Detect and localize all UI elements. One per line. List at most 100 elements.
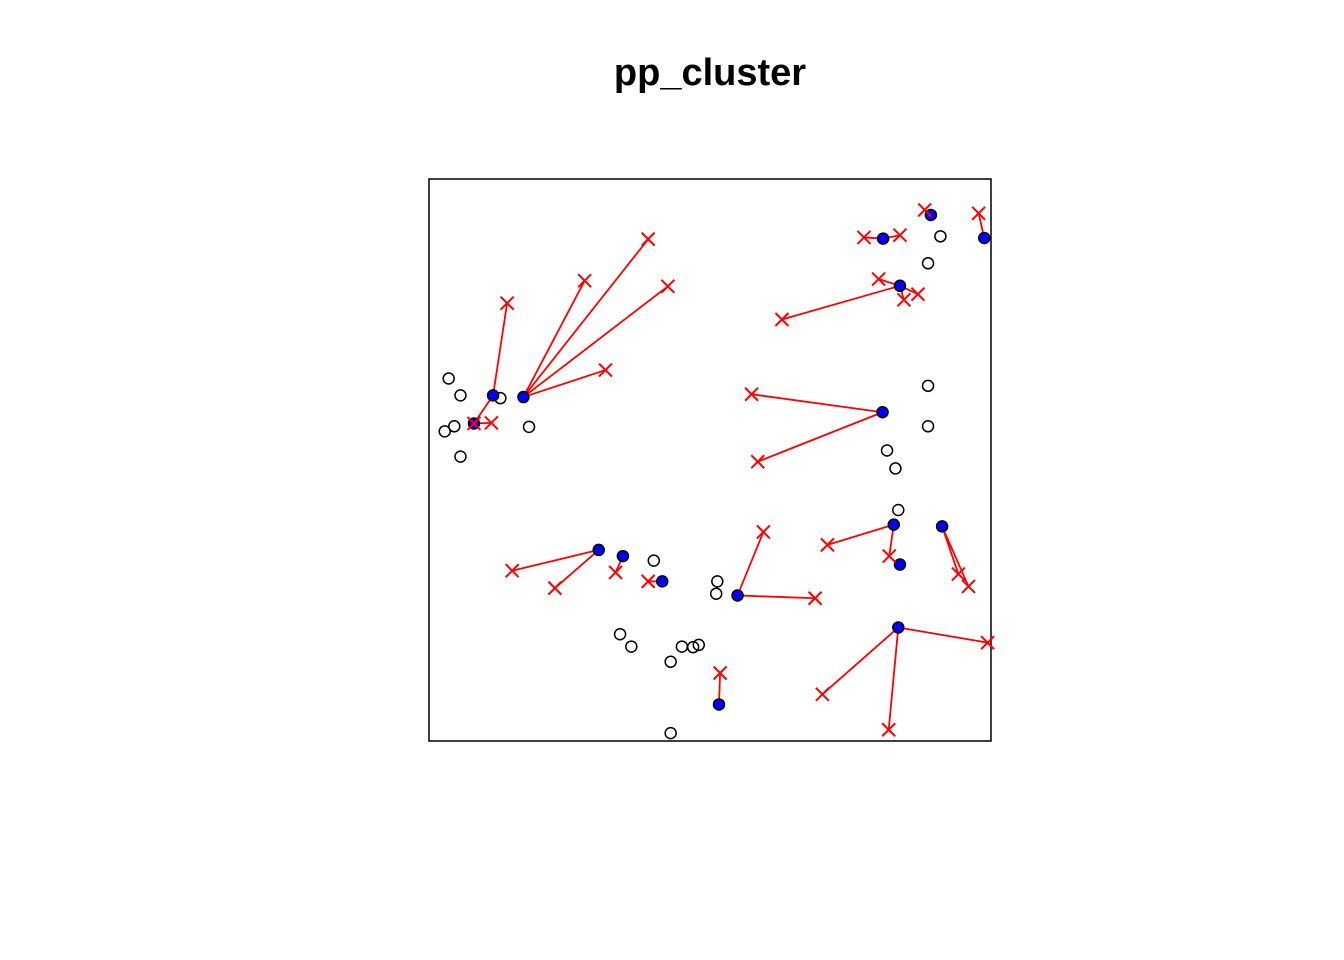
offspring-link: [898, 626, 988, 644]
offspring-mark: [499, 295, 515, 311]
offspring-point: [910, 287, 926, 302]
offspring-link: [751, 393, 883, 414]
offspring-point: [712, 665, 728, 681]
offspring-point: [750, 454, 765, 469]
offspring-link: [736, 531, 765, 596]
offspring-mark: [892, 227, 908, 243]
offspring-point: [484, 415, 499, 431]
parent-point: [978, 231, 991, 245]
background-point: [711, 575, 724, 588]
offspring-mark: [774, 312, 790, 327]
offspring-point: [896, 292, 912, 308]
offspring-mark: [756, 524, 771, 540]
parent-points: [467, 208, 991, 711]
offspring-point: [815, 687, 830, 702]
parent-point: [876, 405, 889, 419]
offspring-link: [941, 525, 970, 587]
background-point: [921, 257, 935, 270]
background-point: [709, 587, 723, 601]
offspring-mark: [980, 635, 995, 650]
offspring-point: [892, 227, 908, 243]
offspring-mark: [917, 202, 932, 218]
offspring-link: [737, 594, 816, 600]
parent-point: [655, 575, 669, 588]
offspring-point: [881, 722, 896, 737]
background-point: [454, 389, 467, 402]
offspring-point: [774, 312, 790, 327]
background-point: [442, 372, 455, 385]
offspring-link: [522, 285, 669, 398]
parent-point: [517, 390, 530, 404]
offspring-mark: [547, 580, 563, 596]
offspring-mark: [882, 548, 897, 564]
parent-point: [887, 518, 901, 531]
offspring-point: [820, 537, 835, 553]
background-point: [934, 230, 947, 243]
background-point: [686, 640, 700, 654]
offspring-mark: [856, 230, 872, 245]
offspring-point: [504, 563, 520, 578]
background-points: [438, 230, 947, 740]
offspring-mark: [608, 565, 623, 580]
background-point: [892, 503, 905, 517]
offspring-link: [554, 549, 600, 589]
offspring-link: [757, 411, 883, 463]
parent-point: [892, 621, 905, 634]
offspring-mark: [871, 271, 886, 287]
offspring-mark: [750, 454, 765, 469]
background-point: [921, 379, 935, 393]
parent-point: [616, 549, 630, 563]
background-point: [647, 554, 661, 567]
offspring-mark: [807, 591, 823, 606]
offspring-point: [598, 362, 613, 378]
offspring-point: [577, 273, 592, 288]
background-point: [522, 420, 536, 434]
offspring-point: [608, 565, 623, 580]
offspring-mark: [881, 722, 896, 737]
background-point: [664, 726, 677, 740]
offspring-link: [522, 238, 649, 398]
plot-frame: [428, 178, 992, 742]
offspring-link: [887, 627, 900, 730]
offspring-mark: [504, 563, 520, 578]
offspring-link: [522, 280, 586, 398]
offspring-mark: [640, 574, 656, 589]
offspring-mark: [577, 273, 592, 288]
background-point: [448, 420, 461, 433]
offspring-point: [980, 635, 995, 650]
offspring-mark: [484, 415, 499, 431]
background-point: [921, 420, 935, 433]
offspring-mark: [660, 279, 676, 294]
offspring-link: [781, 284, 901, 321]
background-point: [880, 444, 894, 457]
parent-point: [592, 543, 605, 557]
offspring-link: [827, 523, 895, 546]
background-point: [692, 638, 706, 652]
offspring-point: [882, 548, 897, 564]
offspring-point: [917, 202, 932, 218]
parent-point: [486, 389, 500, 402]
parent-point: [712, 698, 726, 711]
background-point: [625, 640, 638, 653]
parent-point: [893, 558, 907, 571]
offspring-mark: [910, 287, 926, 302]
offspring-point: [640, 231, 656, 247]
offspring-mark: [640, 231, 656, 247]
offspring-point: [466, 416, 482, 431]
parent-point: [935, 520, 949, 533]
offspring-point: [499, 295, 515, 311]
parent-point: [893, 279, 907, 293]
offspring-point: [756, 524, 771, 540]
offspring-mark: [971, 206, 986, 221]
offspring-point: [961, 579, 976, 594]
offspring-mark: [744, 387, 759, 402]
background-point: [438, 425, 451, 438]
background-point: [889, 462, 902, 475]
offspring-mark: [820, 537, 835, 553]
offspring-point: [856, 230, 872, 245]
offspring-points: [466, 202, 995, 737]
parent-point: [731, 589, 744, 602]
offspring-mark: [466, 416, 482, 431]
offspring-link: [492, 303, 509, 396]
